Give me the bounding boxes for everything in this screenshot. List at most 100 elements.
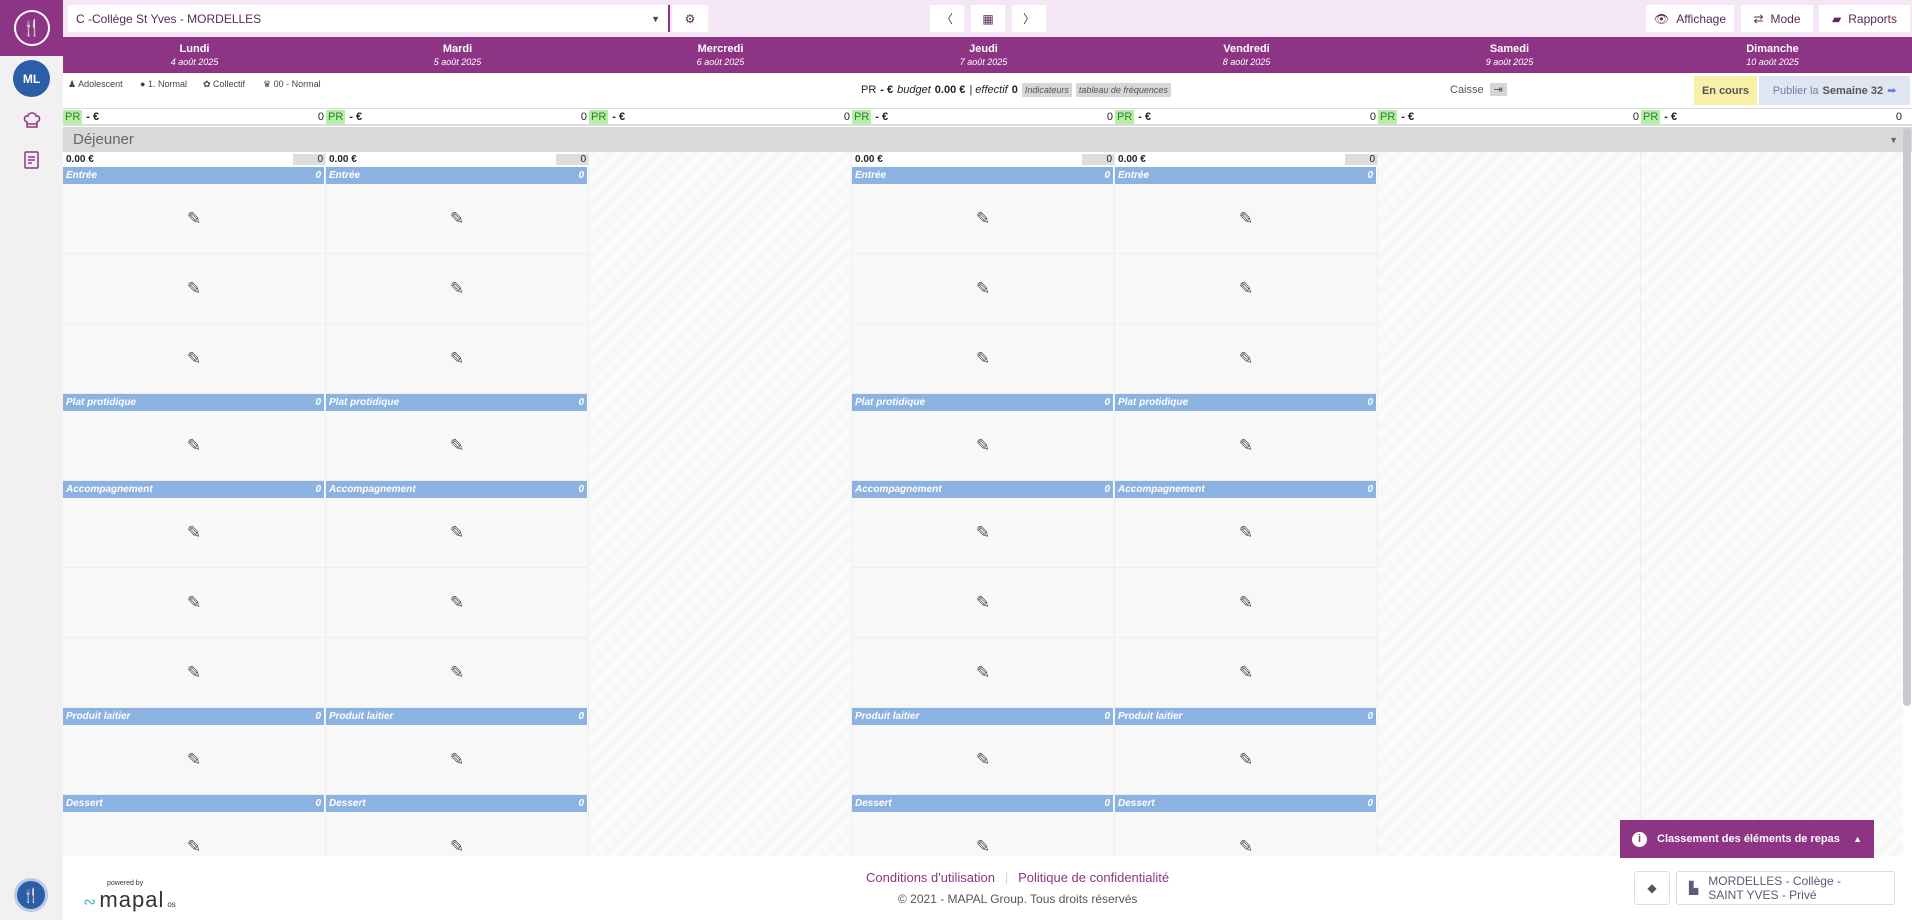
rapports-button[interactable]: ▰ Rapports bbox=[1819, 5, 1910, 32]
caisse[interactable]: Caisse ⇥ bbox=[1450, 83, 1507, 96]
dish-cell[interactable]: ✎ bbox=[63, 568, 325, 638]
affichage-button[interactable]: 👁 Affichage bbox=[1646, 5, 1734, 32]
terms-link[interactable]: Conditions d'utilisation bbox=[866, 870, 995, 885]
tag-texture: ● 1. Normal bbox=[140, 79, 187, 89]
dish-cell[interactable]: ✎ bbox=[326, 498, 588, 568]
indicateurs-button[interactable]: Indicateurs bbox=[1021, 83, 1072, 97]
day-name: Vendredi bbox=[1223, 43, 1270, 55]
day-column: 0.00 €0 Entrée 0 ✎ ✎ ✎ Plat protidique 0 ✎ Accomp… bbox=[852, 152, 1115, 856]
dish-cell[interactable]: ✎ bbox=[1115, 324, 1377, 394]
day-column: 0.00 €0 Entrée 0 ✎ ✎ ✎ Plat protidique 0 ✎ Accomp… bbox=[1115, 152, 1378, 856]
chef-hat-icon[interactable] bbox=[19, 107, 45, 133]
day-0: Lundi 4 août 2025 bbox=[63, 37, 326, 73]
dish-cell[interactable]: ✎ bbox=[1115, 638, 1377, 708]
section-count: 0 bbox=[315, 170, 321, 181]
section-count: 0 bbox=[578, 711, 584, 722]
section-label: Accompagnement bbox=[329, 484, 416, 495]
meal-header[interactable]: Déjeuner ▼ bbox=[63, 127, 1912, 152]
dish-cell[interactable]: ✎ bbox=[63, 812, 325, 856]
pr-value: - € bbox=[880, 84, 894, 96]
settings-button[interactable]: ⚙ bbox=[672, 5, 708, 32]
dish-cell[interactable]: ✎ bbox=[326, 812, 588, 856]
section-label: Entrée bbox=[66, 170, 98, 181]
dish-cell[interactable]: ✎ bbox=[63, 498, 325, 568]
arrow-right-icon: ➡ bbox=[1887, 85, 1897, 97]
dish-cell[interactable]: ✎ bbox=[63, 411, 325, 481]
section-count: 0 bbox=[578, 397, 584, 408]
dish-cell[interactable]: ✎ bbox=[63, 638, 325, 708]
dish-cell[interactable]: ✎ bbox=[326, 254, 588, 324]
dish-cell[interactable]: ✎ bbox=[852, 725, 1114, 795]
day-header: Lundi 4 août 2025 Mardi 5 août 2025 Mercredi… bbox=[63, 37, 1912, 73]
dish-cell[interactable]: ✎ bbox=[1115, 184, 1377, 254]
dish-cell[interactable]: ✎ bbox=[326, 568, 588, 638]
dish-cell[interactable]: ✎ bbox=[1115, 812, 1377, 856]
day-date: 7 août 2025 bbox=[959, 57, 1008, 67]
dish-cell[interactable]: ✎ bbox=[63, 254, 325, 324]
avatar[interactable]: ML bbox=[13, 60, 50, 97]
dish-cell[interactable]: ✎ bbox=[326, 638, 588, 708]
pr-value: - € bbox=[349, 110, 363, 123]
pr-cell: PR - € 0 bbox=[1641, 109, 1904, 124]
dish-cell[interactable]: ✎ bbox=[852, 411, 1114, 481]
section-count: 0 bbox=[1367, 397, 1373, 408]
dish-cell[interactable]: ✎ bbox=[326, 324, 588, 394]
frequences-button[interactable]: tableau de fréquences bbox=[1075, 83, 1171, 97]
dish-cell[interactable]: ✎ bbox=[1115, 254, 1377, 324]
pr-cell: PR - € 0 bbox=[1378, 109, 1641, 124]
day-6: Dimanche 10 août 2025 bbox=[1641, 37, 1904, 73]
section-label: Produit laitier bbox=[1118, 711, 1183, 722]
dish-cell[interactable]: ✎ bbox=[852, 638, 1114, 708]
section-header: Produit laitier 0 bbox=[63, 708, 325, 725]
privacy-link[interactable]: Politique de confidentialité bbox=[1018, 870, 1170, 885]
pr-label: PR bbox=[861, 84, 877, 96]
dish-cell[interactable]: ✎ bbox=[1115, 498, 1377, 568]
dish-cell[interactable]: ✎ bbox=[852, 184, 1114, 254]
tag-age: ♟ Adolescent bbox=[68, 79, 123, 89]
day-3: Jeudi 7 août 2025 bbox=[852, 37, 1115, 73]
pr-cell: PR - € 0 bbox=[852, 109, 1115, 124]
dish-cell[interactable]: ✎ bbox=[1115, 568, 1377, 638]
section-header: Dessert 0 bbox=[1115, 795, 1377, 812]
next-week-button[interactable]: 〉 bbox=[1012, 5, 1046, 32]
caret-down-icon: ▼ bbox=[1889, 135, 1898, 145]
site-select[interactable]: C -Collège St Yves - MORDELLES ▼ bbox=[68, 5, 670, 32]
dish-cell[interactable]: ✎ bbox=[852, 568, 1114, 638]
dish-cell[interactable]: ✎ bbox=[63, 725, 325, 795]
caret-down-icon: ▼ bbox=[651, 13, 660, 24]
mapal-logo: powered by ∾ mapal os bbox=[83, 880, 176, 912]
dish-cell[interactable]: ✎ bbox=[326, 411, 588, 481]
prev-week-button[interactable]: 〈 bbox=[930, 5, 964, 32]
dish-cell[interactable]: ✎ bbox=[852, 498, 1114, 568]
dish-cell[interactable]: ✎ bbox=[326, 184, 588, 254]
document-icon[interactable] bbox=[19, 147, 45, 173]
section-header: Plat protidique 0 bbox=[63, 394, 325, 411]
pr-value: - € bbox=[875, 110, 889, 123]
location-button[interactable]: ▙ MORDELLES - Collège - SAINT YVES - Priv… bbox=[1676, 871, 1895, 905]
scrollbar[interactable] bbox=[1903, 128, 1911, 706]
dish-cell[interactable]: ✎ bbox=[1115, 725, 1377, 795]
app-logo[interactable]: 🍴 bbox=[0, 0, 63, 56]
dish-cell[interactable]: ✎ bbox=[852, 812, 1114, 856]
pencil-icon: ✎ bbox=[975, 348, 991, 368]
pencil-icon: ✎ bbox=[975, 662, 991, 682]
chevron-left-icon: 〈 bbox=[940, 12, 953, 26]
language-button[interactable]: ◆ bbox=[1634, 871, 1670, 905]
dish-cell[interactable]: ✎ bbox=[1115, 411, 1377, 481]
pencil-icon: ✎ bbox=[975, 278, 991, 298]
dish-cell[interactable]: ✎ bbox=[63, 184, 325, 254]
pencil-icon: ✎ bbox=[186, 278, 202, 298]
classement-panel[interactable]: i Classement des éléments de repas ▲ bbox=[1620, 820, 1874, 858]
dish-cell[interactable]: ✎ bbox=[852, 324, 1114, 394]
budget-summary: PR - € budget 0.00 € | effectif 0 Indica… bbox=[861, 83, 1171, 97]
calendar-button[interactable]: ▦ bbox=[971, 5, 1005, 32]
section-header: Plat protidique 0 bbox=[1115, 394, 1377, 411]
dish-cell[interactable]: ✎ bbox=[852, 254, 1114, 324]
mode-button[interactable]: ⇄ Mode bbox=[1741, 5, 1813, 32]
publish-button[interactable]: Publier la Semaine 32 ➡ bbox=[1759, 76, 1910, 105]
pr-value: - € bbox=[86, 110, 100, 123]
mapal-logo-icon[interactable]: 🍴 bbox=[14, 878, 48, 912]
pencil-icon: ✎ bbox=[975, 592, 991, 612]
dish-cell[interactable]: ✎ bbox=[63, 324, 325, 394]
dish-cell[interactable]: ✎ bbox=[326, 725, 588, 795]
